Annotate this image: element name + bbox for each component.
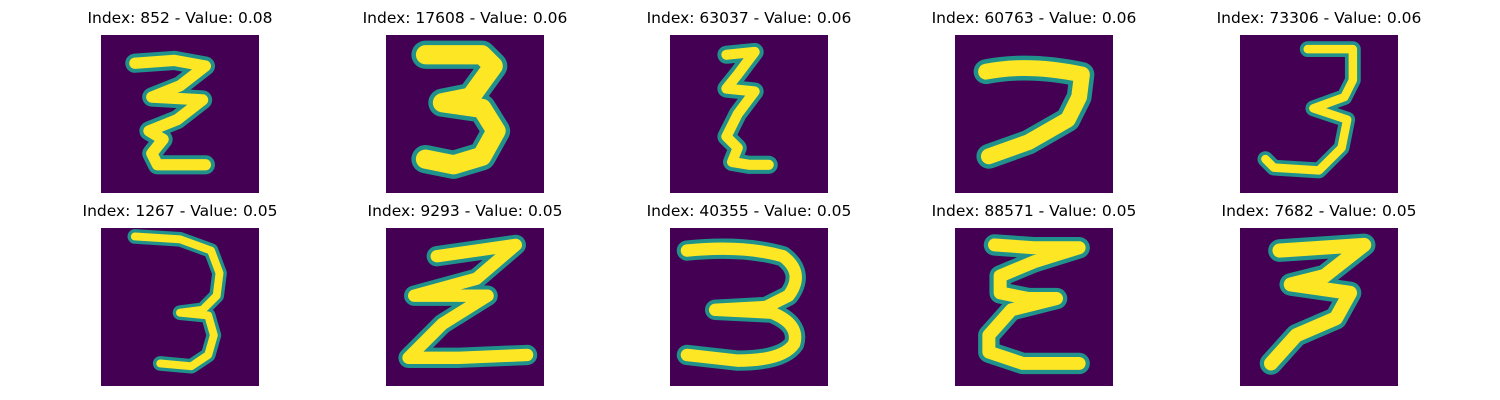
digit-glyph bbox=[1257, 41, 1361, 179]
digit-image bbox=[955, 228, 1113, 386]
digit-image bbox=[101, 35, 259, 193]
panel-title: Index: 9293 - Value: 0.05 bbox=[367, 202, 563, 220]
panel: Index: 852 - Value: 0.08 bbox=[60, 8, 300, 198]
panel: Index: 17608 - Value: 0.06 bbox=[345, 8, 585, 198]
panel-title: Index: 17608 - Value: 0.06 bbox=[362, 9, 568, 27]
panel-title: Index: 63037 - Value: 0.06 bbox=[646, 9, 852, 27]
digit-glyph bbox=[676, 238, 806, 371]
panel-title: Index: 852 - Value: 0.08 bbox=[87, 9, 273, 27]
digit-glyph bbox=[411, 40, 511, 179]
panel: Index: 63037 - Value: 0.06 bbox=[629, 8, 869, 198]
digit-glyph bbox=[398, 234, 538, 368]
panel-title: Index: 73306 - Value: 0.06 bbox=[1216, 9, 1422, 27]
digit-image bbox=[955, 35, 1113, 193]
panel-title: Index: 60763 - Value: 0.06 bbox=[931, 9, 1137, 27]
panel: Index: 60763 - Value: 0.06 bbox=[914, 8, 1154, 198]
panel: Index: 88571 - Value: 0.05 bbox=[914, 201, 1154, 391]
panel: Index: 7682 - Value: 0.05 bbox=[1199, 201, 1439, 391]
panel-title: Index: 7682 - Value: 0.05 bbox=[1221, 202, 1417, 220]
panel-title: Index: 88571 - Value: 0.05 bbox=[931, 202, 1137, 220]
digit-glyph bbox=[125, 50, 215, 175]
digit-image bbox=[1240, 228, 1398, 386]
digit-image bbox=[101, 228, 259, 386]
digit-glyph bbox=[978, 234, 1090, 375]
digit-glyph bbox=[717, 42, 778, 174]
panel: Index: 40355 - Value: 0.05 bbox=[629, 201, 869, 391]
digit-image bbox=[670, 35, 828, 193]
panel: Index: 9293 - Value: 0.05 bbox=[345, 201, 585, 391]
digit-image bbox=[386, 228, 544, 386]
digit-image bbox=[1240, 35, 1398, 193]
panel-title: Index: 1267 - Value: 0.05 bbox=[82, 202, 278, 220]
panel-title: Index: 40355 - Value: 0.05 bbox=[646, 202, 852, 220]
panel: Index: 1267 - Value: 0.05 bbox=[60, 201, 300, 391]
panel: Index: 73306 - Value: 0.06 bbox=[1199, 8, 1439, 198]
digit-glyph bbox=[973, 55, 1095, 169]
digit-image bbox=[670, 228, 828, 386]
digit-glyph bbox=[1259, 233, 1376, 375]
digit-glyph bbox=[127, 229, 227, 374]
digit-image bbox=[386, 35, 544, 193]
